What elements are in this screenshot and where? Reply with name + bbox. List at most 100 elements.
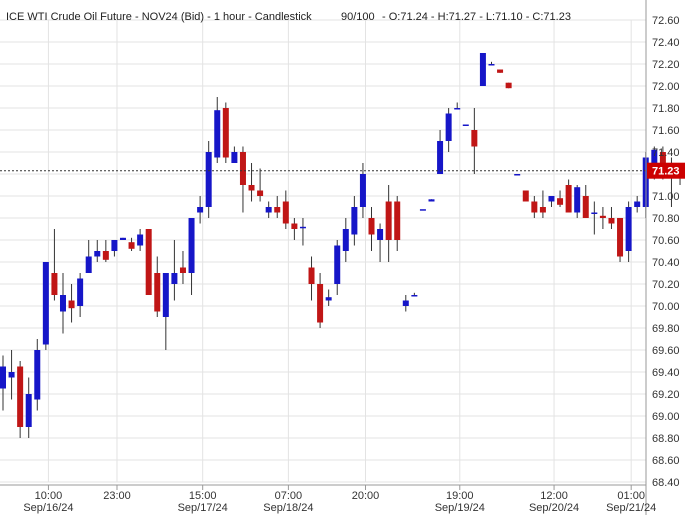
candle-body [368,218,375,235]
y-tick-label: 70.40 [652,257,680,269]
candle [0,355,6,411]
last-price-label: 71.23 [652,166,680,178]
candle [214,97,221,163]
candle [248,163,255,202]
candle-body [625,207,632,251]
candle-body [111,240,118,251]
candle [59,273,66,334]
y-tick-label: 71.80 [652,103,680,115]
candle-body [522,190,529,202]
candle-body [197,207,204,213]
candle [42,262,49,350]
y-tick-label: 70.60 [652,235,680,247]
candle [377,223,384,262]
candle-body [128,242,135,249]
y-tick-label: 68.40 [652,477,680,489]
y-tick-label: 70.00 [652,301,680,313]
candle-body [557,198,564,205]
candle [488,61,495,66]
candle [111,240,118,257]
candle-body [154,273,161,312]
x-tick-date: Sep/16/24 [23,502,73,514]
y-tick-label: 68.60 [652,455,680,467]
y-tick-label: 68.80 [652,433,680,445]
candle [368,207,375,251]
candle [522,190,529,202]
candle-body [325,297,332,301]
candle [351,196,358,246]
candle [94,240,101,262]
candle-body [85,256,92,273]
candle [17,361,24,438]
y-tick-label: 69.80 [652,323,680,335]
candle-body [428,199,435,202]
candle-body [214,110,221,158]
candle-body [282,201,289,224]
y-tick-label: 72.60 [652,15,680,27]
x-tick-time: 10:00 [35,490,63,502]
candle-body [394,201,401,240]
candle [591,201,598,235]
candle [128,237,135,251]
candle-body [25,394,32,427]
candle-body [8,372,15,378]
candle-body [651,149,658,163]
candle [274,196,281,218]
candle-body [51,273,58,295]
candle [162,273,169,350]
candle [419,209,426,211]
candle-body [102,251,109,260]
candle-body [317,284,324,323]
candle [25,377,32,438]
x-tick-time: 01:00 [617,490,645,502]
candle [565,179,572,213]
candle-body [445,113,452,141]
y-tick-label: 71.00 [652,191,680,203]
candle [154,256,161,317]
candle-body [179,267,186,273]
candle-body [145,229,152,295]
candle [77,273,84,317]
y-tick-label: 69.60 [652,345,680,357]
candle-body [419,209,426,211]
candle-body [531,201,538,213]
candle-body [77,278,84,306]
chart-title: ICE WTI Crude Oil Future - NOV24 (Bid) -… [6,11,312,23]
candle [582,185,589,218]
candle-body [411,295,418,297]
candle [557,190,564,207]
candle-body [274,207,281,213]
candle [505,82,512,89]
candle-body [334,245,341,284]
candles [0,53,684,438]
x-tick-time: 23:00 [103,490,131,502]
candle [68,284,75,323]
candle [359,163,366,218]
candle-body [59,295,66,312]
candle [257,168,264,202]
candle [479,53,486,86]
y-tick-label: 72.40 [652,37,680,49]
candle [548,196,555,207]
candle-body [574,187,581,213]
candle-body [462,124,469,126]
candle [145,229,152,295]
ohlc-readout: - O:71.24 - H:71.27 - L:71.10 - C:71.23 [382,11,571,23]
candle [317,273,324,328]
candle-body [231,152,238,163]
candle-body [42,262,49,345]
x-tick-date: Sep/19/24 [435,502,485,514]
candle-body [68,300,75,309]
candle [445,108,452,152]
candle-body [402,300,409,306]
candle [634,196,641,213]
candle [608,207,615,229]
candle [462,124,469,126]
y-tick-label: 72.00 [652,81,680,93]
candle-body [582,196,589,218]
candle-body [634,201,641,207]
candle [188,218,195,295]
candle [402,295,409,312]
